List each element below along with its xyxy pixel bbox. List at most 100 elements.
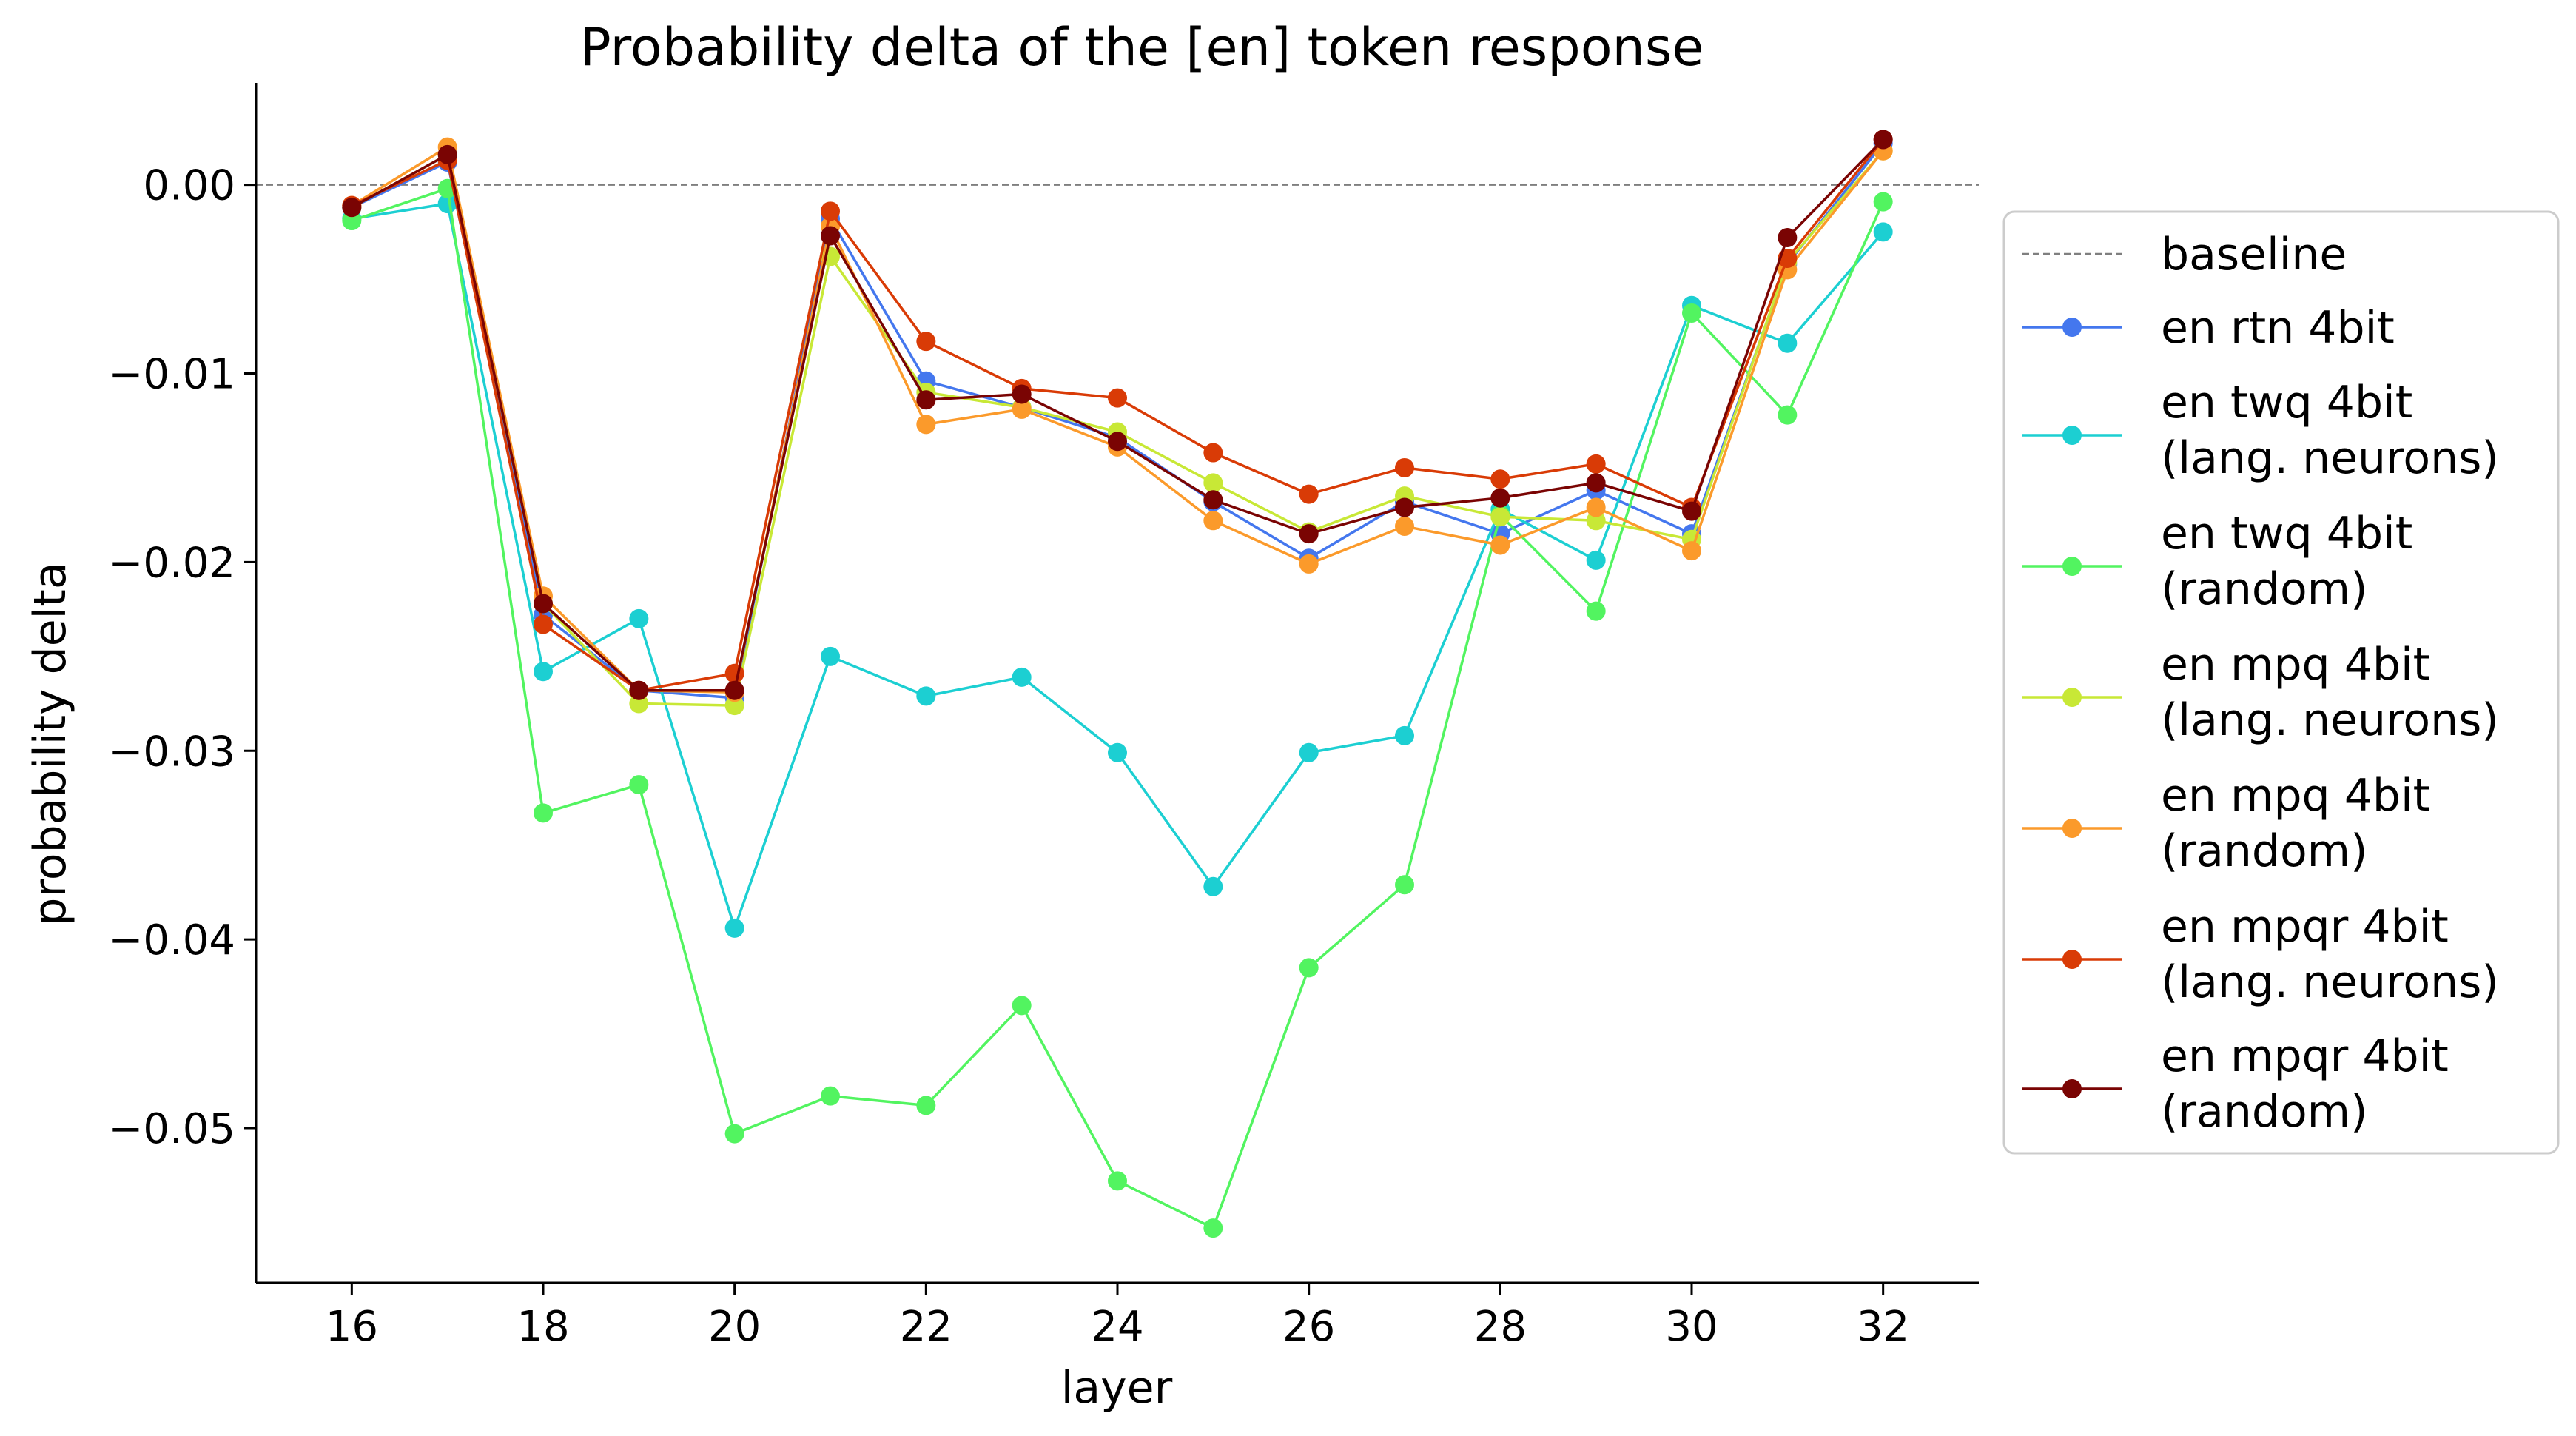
data-point [724,663,744,683]
data-point [1108,1171,1127,1191]
plot-area [256,130,1979,1238]
data-point [1586,601,1606,621]
data-point [1682,303,1701,323]
series-5 [342,137,1893,702]
data-point [1203,511,1223,531]
data-point [1873,130,1893,150]
data-point [1203,876,1223,896]
series-4 [342,141,1893,716]
data-point [534,594,553,614]
data-point [821,646,840,666]
data-point [1203,1218,1223,1238]
data-point [1778,333,1798,353]
legend-handle-marker [2062,819,2082,838]
data-point [1012,667,1032,687]
data-point [1873,222,1893,242]
series-3 [342,178,1893,1238]
data-point [916,415,936,435]
series-line [351,145,1885,694]
data-point [534,803,553,823]
data-point [916,390,936,410]
series-line [351,187,1885,1229]
series-7 [342,130,1893,700]
legend-handle-marker [2062,1079,2082,1098]
y-tick-label: −0.05 [108,1105,235,1153]
data-point [1395,497,1414,517]
series-line [351,138,1885,692]
data-point [916,332,936,352]
data-point [534,662,553,682]
data-point [1586,550,1606,570]
legend-handle-marker [2062,950,2082,969]
x-axis-ticks: 16 18 20 22 24 26 28 30 32 [326,1283,1909,1351]
data-point [1682,501,1701,521]
series-2 [342,194,1893,938]
legend-handle-marker [2062,688,2082,707]
legend-label: en twq 4bit [2161,377,2412,429]
x-axis-label: layer [1061,1362,1173,1414]
data-point [1203,443,1223,463]
data-point [1586,497,1606,517]
data-point [1490,469,1510,489]
x-tick-label: 18 [517,1303,569,1351]
y-tick-label: −0.02 [108,539,235,587]
series-1 [342,133,1893,708]
x-tick-label: 26 [1282,1303,1335,1351]
data-point [437,144,457,164]
legend-label: en rtn 4bit [2161,302,2395,354]
data-point [342,211,362,231]
x-tick-label: 16 [326,1303,378,1351]
series-line [351,142,1885,699]
data-point [629,694,649,714]
data-point [724,696,744,716]
data-point [1873,192,1893,212]
data-point [1395,875,1414,895]
data-point [1586,454,1606,474]
legend-label: (random) [2161,1086,2368,1138]
data-point [821,226,840,246]
data-point [916,686,936,706]
data-point [821,201,840,221]
data-point [1299,958,1319,978]
data-point [1778,227,1798,247]
data-point [1778,405,1798,425]
data-point [821,1086,840,1106]
legend-label: (lang. neurons) [2161,694,2499,746]
data-point [1012,996,1032,1016]
data-point [1490,488,1510,508]
data-point [1490,507,1510,527]
data-point [1586,511,1606,531]
legend-handle-marker [2062,557,2082,576]
data-point [1490,535,1510,555]
legend-label: (lang. neurons) [2161,956,2499,1008]
data-point [629,775,649,795]
y-tick-label: −0.03 [108,728,235,776]
legend-label: en mpqr 4bit [2161,1030,2449,1082]
data-point [724,680,744,700]
legend-label: en mpqr 4bit [2161,901,2449,953]
data-point [724,918,744,938]
data-point [1012,399,1032,419]
data-point [1203,473,1223,493]
data-point [1203,490,1223,510]
data-point [629,680,649,700]
data-point [1299,524,1319,544]
x-tick-label: 24 [1091,1303,1143,1351]
data-point [1299,742,1319,762]
chart-title: Probability delta of the [en] token resp… [580,17,1704,78]
data-point [342,198,362,218]
legend-label: en mpq 4bit [2161,639,2430,691]
y-tick-label: 0.00 [143,162,235,210]
x-tick-label: 32 [1857,1303,1909,1351]
legend-label: en mpq 4bit [2161,770,2430,822]
y-tick-label: −0.04 [108,916,235,964]
data-point [1108,742,1127,762]
data-point [1395,457,1414,477]
data-point [1012,384,1032,404]
data-point [1395,725,1414,745]
legend-label: (random) [2161,563,2368,615]
legend-frame [2002,210,2560,1155]
data-point [437,194,457,214]
